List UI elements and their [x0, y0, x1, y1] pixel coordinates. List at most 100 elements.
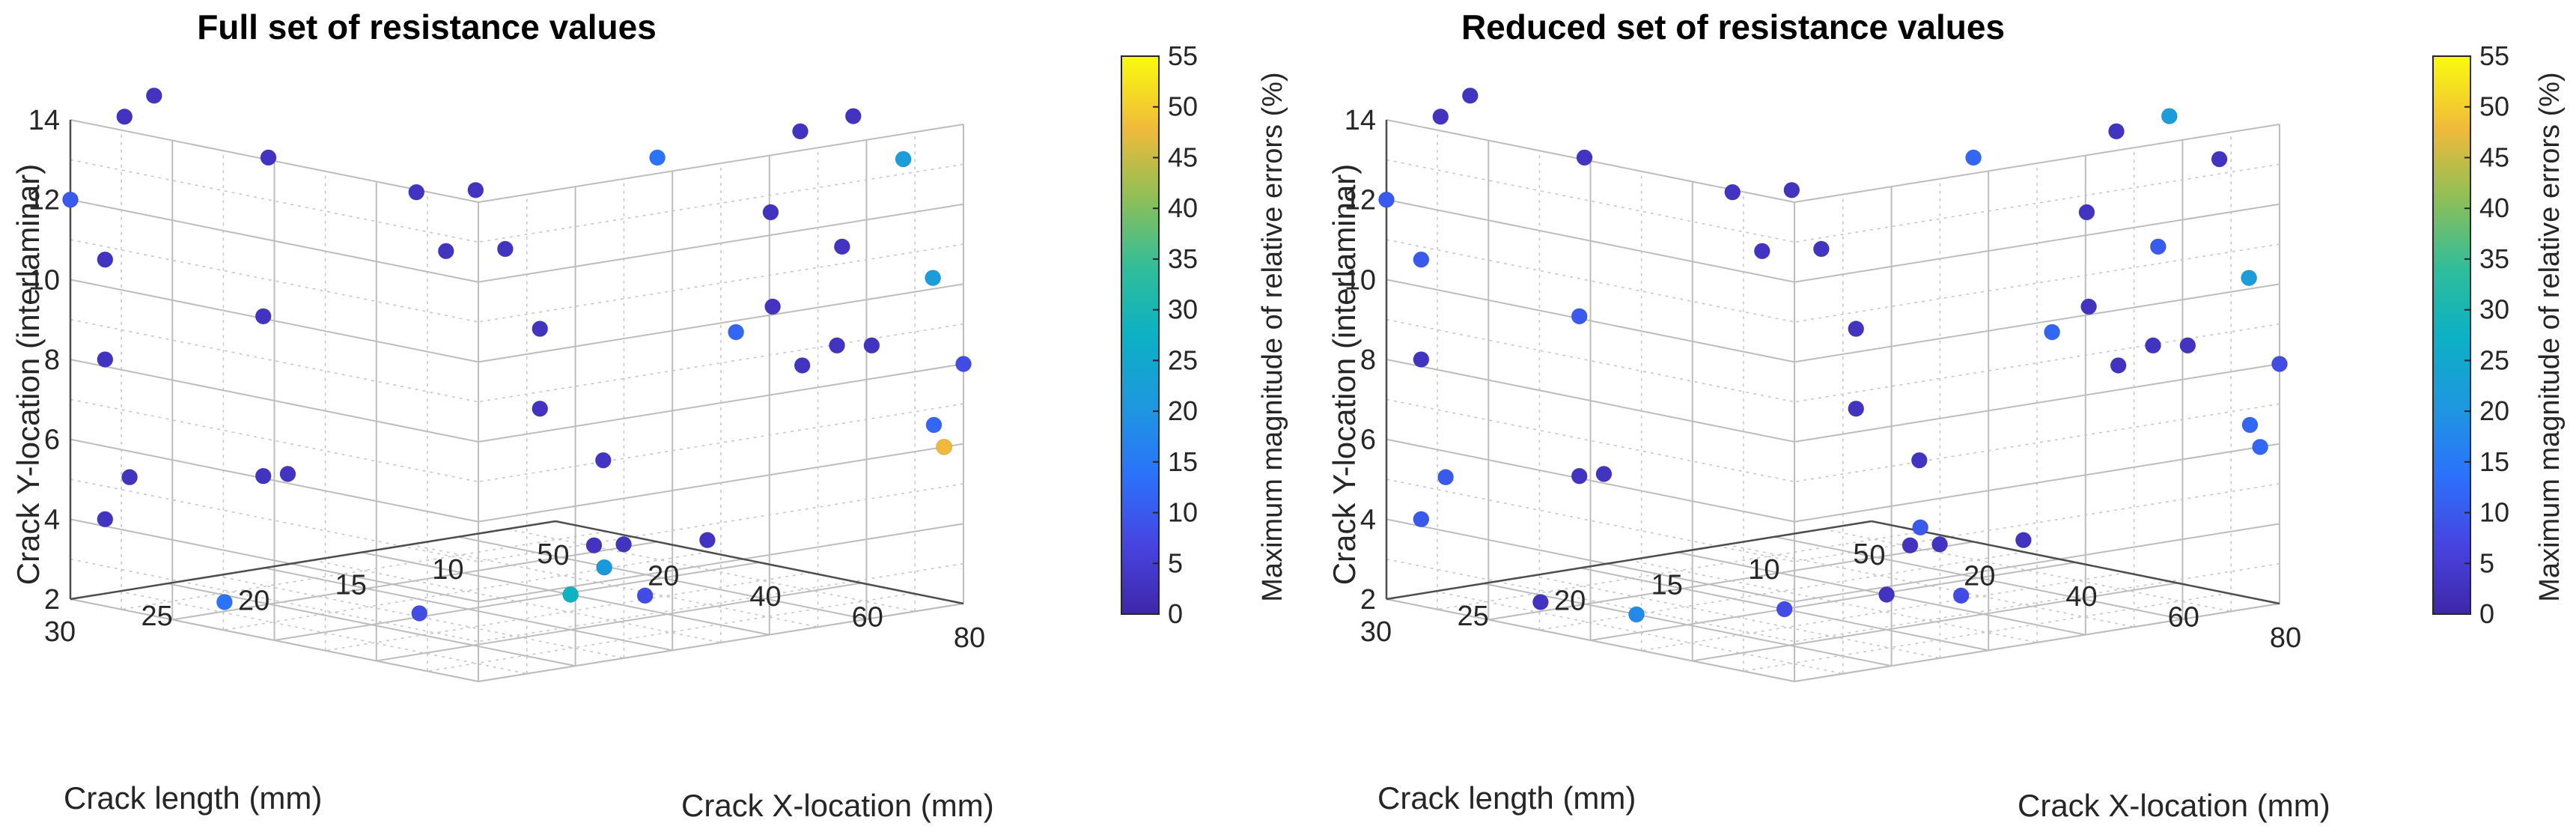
colorbar-tick-label: 40: [1168, 192, 1198, 223]
tick-labels: 0 20 40 60 80 5 10 15 20 25 302 4 6 8 10 12 14: [28, 105, 985, 654]
y-tick-label: 20: [238, 585, 270, 616]
chart-title: Reduced set of resistance values: [1461, 7, 2005, 46]
colorbar-tick-label: 15: [2479, 446, 2509, 477]
x-tick-label: 60: [2168, 602, 2199, 634]
y-tick-label: 5: [1853, 538, 1869, 570]
colorbar-tick-label: 10: [2479, 497, 2509, 528]
data-point: [1571, 308, 1588, 325]
data-point: [2110, 356, 2127, 374]
data-point: [1952, 587, 1970, 604]
data-point: [1776, 601, 1793, 618]
data-point: [794, 356, 811, 374]
data-point: [532, 321, 549, 338]
data-point: [2044, 324, 2061, 341]
z-tick-label: 10: [1345, 264, 1376, 296]
colorbar-gradient: [2432, 55, 2471, 615]
chart-reduced-set: Reduced set of resistance values 0204060…: [1327, 7, 2566, 823]
data-point: [97, 511, 114, 528]
z-tick-label: 8: [1360, 344, 1376, 376]
data-point: [833, 238, 850, 255]
z-tick-label: 6: [1360, 425, 1376, 456]
data-point: [1910, 452, 1928, 469]
colorbar-tick-label: 35: [1168, 243, 1198, 274]
y-tick-label: 30: [44, 616, 76, 648]
data-point: [97, 350, 114, 368]
data-point: [1461, 87, 1479, 104]
grid: [1385, 119, 2280, 682]
data-point: [1413, 511, 1430, 528]
data-point: [1378, 191, 1395, 208]
y-tick-label: 20: [1554, 585, 1586, 616]
data-point: [615, 535, 633, 553]
z-tick-label: 14: [1345, 105, 1376, 136]
data-point: [1627, 606, 1645, 623]
data-point: [562, 586, 579, 603]
z-tick-label: 4: [1360, 504, 1376, 535]
x-tick-label: 0: [553, 540, 569, 571]
data-point: [1413, 350, 1430, 368]
data-point: [1413, 251, 1430, 268]
z-tick-label: 14: [28, 105, 60, 136]
data-point: [2015, 532, 2032, 549]
y-tick-label: 5: [537, 538, 552, 570]
data-point: [936, 438, 953, 455]
z-tick-label: 10: [28, 264, 60, 296]
colorbar-tick-label: 20: [1168, 395, 1198, 426]
data-point: [1812, 240, 1830, 258]
x-tick-label: 40: [749, 581, 781, 613]
colorbar-tick-label: 45: [2479, 142, 2509, 172]
data-point: [97, 251, 114, 268]
y-tick-label: 15: [1651, 570, 1683, 601]
chart-title: Full set of resistance values: [197, 7, 657, 46]
x-tick-label: 80: [2270, 622, 2301, 654]
data-point: [764, 298, 782, 315]
data-point: [255, 308, 272, 325]
colorbar-tick-label: 10: [1168, 497, 1198, 528]
data-point: [594, 452, 612, 469]
data-point: [829, 337, 846, 354]
grid: [69, 119, 964, 682]
data-point: [2145, 337, 2162, 354]
colorbar-tick-label: 0: [1168, 598, 1183, 629]
data-point: [1437, 469, 1455, 486]
data-point: [1532, 593, 1549, 610]
colorbar-tick-label: 5: [2479, 547, 2494, 578]
data-point: [145, 87, 162, 104]
z-axis-label: Crack Y-location (interlaminar): [10, 164, 46, 586]
data-point: [62, 191, 79, 208]
z-tick-label: 8: [44, 344, 60, 376]
data-point: [2078, 204, 2095, 221]
tick-labels: 0 20 40 60 80 5 10 15 20 25 302 4 6 8 10 12 14: [1345, 105, 2301, 654]
x-tick-label: 40: [2065, 581, 2097, 613]
data-point: [216, 593, 233, 610]
data-point: [2179, 337, 2196, 354]
data-point: [1912, 519, 1929, 536]
colorbar-tick-label: 50: [2479, 91, 2509, 122]
data-point: [1432, 108, 1449, 125]
colorbar-tick-label: 55: [2479, 40, 2509, 71]
colorbar-tick-label: 25: [1168, 344, 1198, 375]
y-tick-label: 10: [1748, 554, 1779, 586]
data-point: [925, 270, 942, 287]
data-point: [1576, 149, 1593, 166]
y-tick-label: 25: [1457, 601, 1488, 632]
data-point: [2080, 298, 2098, 315]
data-point: [116, 108, 133, 125]
x-tick-label: 20: [648, 561, 679, 592]
data-point: [255, 467, 272, 485]
data-point: [408, 183, 425, 201]
data-point: [437, 243, 454, 260]
data-point: [2211, 151, 2228, 168]
data-point: [1901, 537, 1919, 554]
data-point: [1848, 400, 1865, 417]
data-point: [2149, 238, 2167, 255]
data-point: [1848, 321, 1865, 338]
x-tick-label: 80: [954, 622, 985, 654]
data-point: [2161, 108, 2178, 125]
x-tick-label: 60: [852, 602, 883, 634]
data-point: [2252, 438, 2269, 455]
colorbar: 0 5 10 15 20 25 30 35 40 45 50 55 Maximum magnitude…: [1121, 40, 1288, 629]
data-point: [792, 123, 809, 140]
data-point: [1965, 149, 1982, 166]
